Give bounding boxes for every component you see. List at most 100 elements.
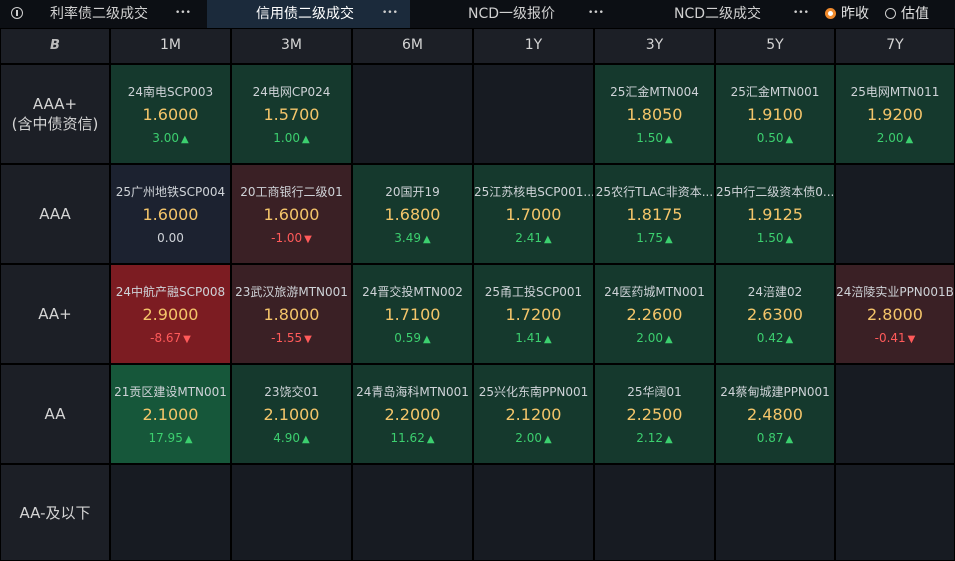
bond-name: 25江苏核电SCP001... bbox=[474, 185, 593, 199]
arrow-up-icon: ▲ bbox=[905, 134, 914, 145]
bond-name: 20国开19 bbox=[385, 185, 440, 199]
radio-label: 估值 bbox=[901, 6, 929, 22]
bond-cell[interactable]: 25甬工投SCP001 1.7200 1.41 ▲ bbox=[474, 265, 593, 363]
more-options-icon[interactable]: ••• bbox=[588, 8, 604, 18]
change-value: -0.41 ▼ bbox=[836, 331, 954, 345]
change-number: 0.87 bbox=[756, 431, 784, 445]
bond-cell[interactable]: 24电网CP024 1.5700 1.00 ▲ bbox=[232, 65, 351, 163]
change-value: 1.00 ▲ bbox=[232, 131, 351, 145]
change-number: -0.41 bbox=[874, 331, 906, 345]
bond-name: 24中航产融SCP008 bbox=[115, 285, 226, 299]
bond-cell[interactable]: 25兴化东南PPN001 2.1200 2.00 ▲ bbox=[474, 365, 593, 463]
radio-2[interactable]: 估值 bbox=[885, 0, 929, 28]
bond-name: 23饶交01 bbox=[264, 385, 319, 399]
empty-cell bbox=[474, 465, 593, 560]
yield-value: 1.7200 bbox=[505, 305, 562, 324]
row-header-label: AA bbox=[44, 405, 66, 423]
yield-value: 2.2000 bbox=[384, 405, 441, 424]
change-number: 1.00 bbox=[273, 131, 300, 145]
bond-cell[interactable]: 20国开19 1.6800 3.49 ▲ bbox=[353, 165, 472, 263]
bond-cell[interactable]: 24中航产融SCP008 2.9000 -8.67 ▼ bbox=[111, 265, 230, 363]
yield-value: 1.5700 bbox=[263, 105, 320, 124]
row-header-label: AAA bbox=[39, 205, 71, 223]
logo-icon: B bbox=[50, 38, 60, 53]
empty-cell bbox=[232, 465, 351, 560]
bond-cell[interactable]: 23饶交01 2.1000 4.90 ▲ bbox=[232, 365, 351, 463]
arrow-up-icon: ▲ bbox=[785, 334, 794, 345]
bond-name: 25广州地铁SCP004 bbox=[115, 185, 226, 199]
change-value: -1.55 ▼ bbox=[232, 331, 351, 345]
bond-cell[interactable]: 20工商银行二级01 1.6000 -1.00 ▼ bbox=[232, 165, 351, 263]
row-header-label: AA+ bbox=[38, 305, 72, 323]
yield-value: 2.4800 bbox=[747, 405, 803, 424]
tab-1[interactable]: 利率债二级成交 ••• bbox=[33, 0, 207, 28]
corner-cell: B bbox=[1, 29, 109, 63]
bond-cell[interactable]: 24涪陵实业PPN001B 2.8000 -0.41 ▼ bbox=[836, 265, 954, 363]
yield-value: 1.8050 bbox=[626, 105, 683, 124]
bond-cell[interactable]: 25农行TLAC非资本... 1.8175 1.75 ▲ bbox=[595, 165, 714, 263]
bond-cell[interactable]: 25汇金MTN001 1.9100 0.50 ▲ bbox=[716, 65, 834, 163]
column-header-6M[interactable]: 6M bbox=[353, 29, 472, 63]
tab-2[interactable]: 信用债二级成交 ••• bbox=[207, 0, 410, 28]
row-header-label: AA-及以下 bbox=[19, 503, 91, 522]
column-header-5Y[interactable]: 5Y bbox=[716, 29, 834, 63]
column-header-1Y[interactable]: 1Y bbox=[474, 29, 593, 63]
empty-cell bbox=[353, 465, 472, 560]
change-number: 2.00 bbox=[876, 131, 904, 145]
bond-cell[interactable]: 25汇金MTN004 1.8050 1.50 ▲ bbox=[595, 65, 714, 163]
empty-cell bbox=[353, 65, 472, 163]
radio-1[interactable]: 昨收 bbox=[825, 0, 869, 28]
tab-3[interactable]: NCD一级报价 ••• bbox=[410, 0, 615, 28]
bond-cell[interactable]: 25广州地铁SCP004 1.6000 0.00 bbox=[111, 165, 230, 263]
column-header-1M[interactable]: 1M bbox=[111, 29, 230, 63]
change-number: 1.50 bbox=[756, 231, 784, 245]
yield-value: 1.9200 bbox=[867, 105, 923, 124]
bond-cell[interactable]: 21贡区建设MTN001 2.1000 17.95 ▲ bbox=[111, 365, 230, 463]
info-icon[interactable] bbox=[11, 7, 23, 19]
change-value: -8.67 ▼ bbox=[111, 331, 230, 345]
change-number: 17.95 bbox=[148, 431, 183, 445]
bond-cell[interactable]: 24涪建02 2.6300 0.42 ▲ bbox=[716, 265, 834, 363]
column-header-7Y[interactable]: 7Y bbox=[836, 29, 954, 63]
more-options-icon[interactable]: ••• bbox=[793, 8, 809, 18]
bond-name: 24涪陵实业PPN001B bbox=[836, 285, 954, 299]
bond-name: 24晋交投MTN002 bbox=[362, 285, 463, 299]
more-options-icon[interactable]: ••• bbox=[382, 8, 398, 18]
change-value: 4.90 ▲ bbox=[232, 431, 351, 445]
change-number: 1.75 bbox=[636, 231, 663, 245]
bond-cell[interactable]: 24医药城MTN001 2.2600 2.00 ▲ bbox=[595, 265, 714, 363]
yield-value: 1.6000 bbox=[263, 205, 320, 224]
change-value: 0.00 bbox=[111, 231, 230, 245]
arrow-up-icon: ▲ bbox=[665, 334, 673, 345]
more-options-icon[interactable]: ••• bbox=[175, 8, 191, 18]
change-value: 17.95 ▲ bbox=[111, 431, 230, 445]
arrow-down-icon: ▼ bbox=[304, 334, 312, 345]
bond-cell[interactable]: 23武汉旅游MTN001 1.8000 -1.55 ▼ bbox=[232, 265, 351, 363]
change-number: 2.00 bbox=[636, 331, 663, 345]
bond-cell[interactable]: 25电网MTN011 1.9200 2.00 ▲ bbox=[836, 65, 954, 163]
bond-cell[interactable]: 24青岛海科MTN001 2.2000 11.62 ▲ bbox=[353, 365, 472, 463]
change-value: 0.50 ▲ bbox=[716, 131, 834, 145]
bond-cell[interactable]: 25华阔01 2.2500 2.12 ▲ bbox=[595, 365, 714, 463]
change-value: 1.50 ▲ bbox=[716, 231, 834, 245]
arrow-up-icon: ▲ bbox=[181, 134, 189, 145]
arrow-up-icon: ▲ bbox=[544, 334, 552, 345]
row-header: AA-及以下 bbox=[1, 465, 109, 560]
arrow-up-icon: ▲ bbox=[426, 434, 435, 445]
change-value: -1.00 ▼ bbox=[232, 231, 351, 245]
tab-4[interactable]: NCD二级成交 ••• bbox=[615, 0, 820, 28]
bond-cell[interactable]: 24南电SCP003 1.6000 3.00 ▲ bbox=[111, 65, 230, 163]
change-value: 2.41 ▲ bbox=[474, 231, 593, 245]
bond-cell[interactable]: 25中行二级资本债0... 1.9125 1.50 ▲ bbox=[716, 165, 834, 263]
bond-name: 24蔡甸城建PPN001 bbox=[720, 385, 830, 399]
column-header-3M[interactable]: 3M bbox=[232, 29, 351, 63]
column-header-3Y[interactable]: 3Y bbox=[595, 29, 714, 63]
arrow-up-icon: ▲ bbox=[665, 134, 673, 145]
empty-cell bbox=[595, 465, 714, 560]
bond-cell[interactable]: 25江苏核电SCP001... 1.7000 2.41 ▲ bbox=[474, 165, 593, 263]
bond-cell[interactable]: 24蔡甸城建PPN001 2.4800 0.87 ▲ bbox=[716, 365, 834, 463]
change-number: 0.50 bbox=[756, 131, 784, 145]
bond-cell[interactable]: 24晋交投MTN002 1.7100 0.59 ▲ bbox=[353, 265, 472, 363]
change-value: 1.75 ▲ bbox=[595, 231, 714, 245]
yield-value: 2.2500 bbox=[626, 405, 683, 424]
